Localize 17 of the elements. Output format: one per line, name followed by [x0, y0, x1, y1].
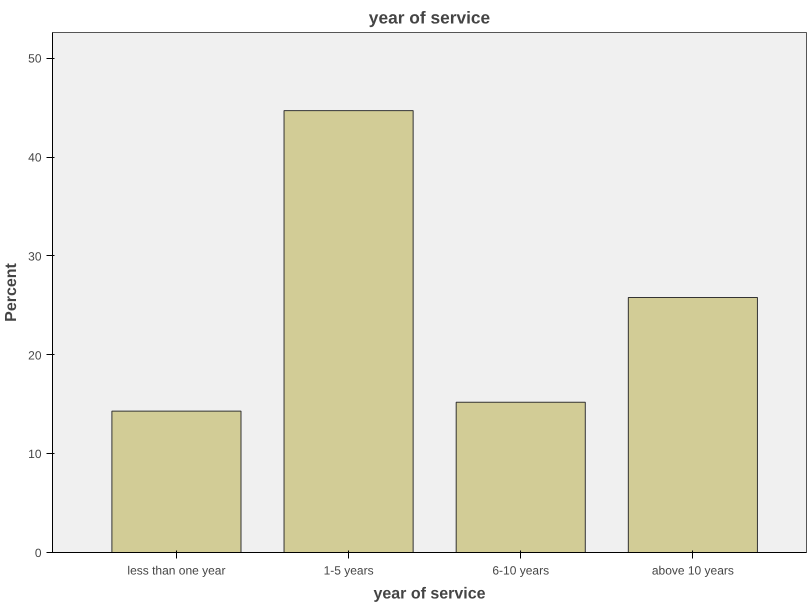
y-tick-label: 0	[34, 546, 42, 560]
y-tick-label: 30	[28, 249, 42, 264]
y-tick-label: 50	[28, 52, 42, 66]
chart-title: year of service	[368, 8, 491, 28]
y-tick-label: 40	[28, 150, 42, 165]
x-tick-label: 6-10 years	[492, 564, 550, 578]
x-tick-label: above 10 years	[652, 564, 734, 578]
x-axis-title: year of service	[373, 586, 486, 602]
y-tick-label: 20	[28, 348, 42, 362]
bar	[111, 410, 242, 552]
bar	[628, 296, 758, 552]
bar	[456, 402, 586, 552]
x-tick-label: less than one year	[127, 564, 226, 578]
bar	[284, 110, 414, 552]
y-axis-title: Percent	[3, 262, 20, 322]
y-tick-label: 10	[28, 447, 42, 462]
x-tick-label: 1-5 years	[324, 564, 374, 578]
